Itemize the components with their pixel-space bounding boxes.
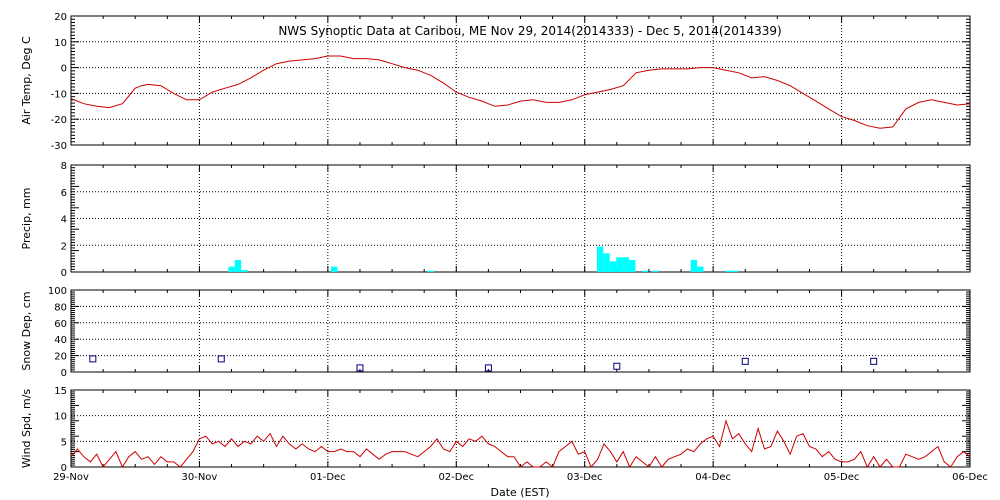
snow-depth-marker xyxy=(484,364,492,372)
precip-bar xyxy=(731,270,739,272)
precip-bar xyxy=(629,259,636,272)
y-axis-label: Precip, mm xyxy=(20,188,33,250)
y-tick-label: 100 xyxy=(48,286,67,297)
panel-frame xyxy=(70,164,971,273)
panel-frame xyxy=(70,289,971,373)
panel-2: 100 80 60 40 20 0 Snow Dep, cm xyxy=(20,286,971,379)
x-tick-label: 03-Dec xyxy=(567,472,603,483)
x-tick-label: 01-Dec xyxy=(310,472,346,483)
y-tick-label: 0 xyxy=(61,368,67,379)
x-tick-label: 29-Nov xyxy=(53,472,89,483)
precip-bar xyxy=(234,259,242,272)
snow-depth-marker xyxy=(870,357,878,365)
y-tick-label: 20 xyxy=(54,12,67,23)
wind-speed-line xyxy=(70,419,971,469)
x-tick-label: 04-Dec xyxy=(695,472,731,483)
precip-bar xyxy=(596,246,604,272)
precip-bar xyxy=(652,270,659,272)
precip-bar xyxy=(603,253,610,272)
y-tick-label: 40 xyxy=(54,335,67,346)
precip-bar xyxy=(609,261,617,272)
precip-bar xyxy=(697,266,704,272)
y-tick-label: 2 xyxy=(61,241,67,252)
y-tick-label: -20 xyxy=(51,115,67,126)
y-tick-label: 10 xyxy=(54,38,67,49)
y-tick-label: 6 xyxy=(61,188,67,199)
y-tick-label: -10 xyxy=(51,89,67,100)
y-tick-label: -30 xyxy=(51,141,67,152)
y-tick-label: 0 xyxy=(61,64,67,75)
y-tick-label: 10 xyxy=(54,412,67,423)
snow-depth-marker xyxy=(613,362,621,370)
y-tick-label: 20 xyxy=(54,352,67,363)
x-tick-label: 06-Dec xyxy=(952,472,988,483)
y-axis-label: Air Temp, Deg C xyxy=(20,36,33,125)
y-tick-label: 0 xyxy=(61,463,67,474)
y-tick-label: 80 xyxy=(54,302,67,313)
chart-title: NWS Synoptic Data at Caribou, ME Nov 29,… xyxy=(278,24,781,38)
precip-bar xyxy=(622,257,630,272)
y-tick-label: 15 xyxy=(54,386,67,397)
precip-bar xyxy=(228,266,235,272)
panel-3: 15 10 5 0 Wind Spd, m/s xyxy=(20,386,971,474)
y-tick-label: 0 xyxy=(61,268,67,279)
y-tick-label: 60 xyxy=(54,319,67,330)
snow-depth-marker xyxy=(741,357,749,365)
precip-bar xyxy=(241,269,248,272)
panel-1: 8 6 4 2 0 Precip, mm xyxy=(20,161,971,279)
snow-depth-marker xyxy=(356,364,364,372)
y-axis-label: Wind Spd, m/s xyxy=(20,389,33,469)
precip-bar xyxy=(725,270,732,272)
precip-bar xyxy=(616,257,623,272)
precip-bar xyxy=(690,259,698,272)
x-axis-label: Date (EST) xyxy=(490,486,549,499)
x-tick-label: 30-Nov xyxy=(181,472,217,483)
panel-0: 20 10 0 -10 -20 -30 Air Temp, Deg C xyxy=(20,12,971,152)
y-tick-label: 8 xyxy=(61,161,67,172)
panel-frame xyxy=(70,389,971,468)
snow-depth-marker xyxy=(89,355,97,363)
snow-depth-marker xyxy=(217,355,225,363)
x-tick-label: 05-Dec xyxy=(824,472,860,483)
precip-bar xyxy=(641,270,649,272)
precip-bar xyxy=(331,266,338,272)
y-axis-label: Snow Dep, cm xyxy=(20,291,33,370)
x-tick-label: 02-Dec xyxy=(438,472,474,483)
y-tick-label: 4 xyxy=(61,215,67,226)
y-tick-label: 5 xyxy=(61,437,67,448)
precip-bar xyxy=(427,270,434,272)
air-temp-line xyxy=(70,55,971,129)
